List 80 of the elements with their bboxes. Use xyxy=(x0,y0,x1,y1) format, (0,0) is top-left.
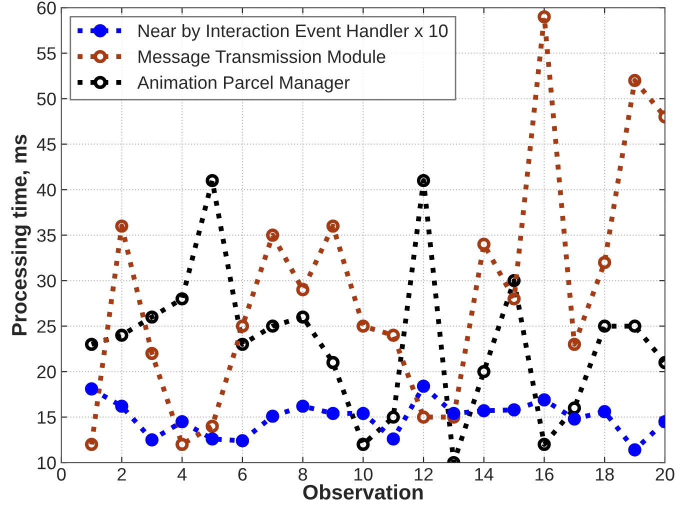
point xyxy=(84,438,98,451)
point xyxy=(145,346,159,360)
point xyxy=(568,412,582,426)
point xyxy=(538,393,551,406)
point xyxy=(386,432,400,446)
point xyxy=(477,404,490,418)
point xyxy=(568,338,582,351)
point xyxy=(356,438,370,451)
point xyxy=(477,238,490,251)
x-tick-label: 20 xyxy=(656,468,674,481)
point xyxy=(326,219,340,233)
point xyxy=(628,74,642,88)
point xyxy=(115,328,128,342)
point xyxy=(386,410,400,424)
point xyxy=(296,283,310,296)
point xyxy=(538,438,551,451)
point xyxy=(145,433,159,446)
point xyxy=(266,320,280,333)
x-tick-label: 14 xyxy=(475,468,494,481)
point xyxy=(176,415,189,428)
y-tick-label: 40 xyxy=(36,184,56,196)
y-tick-label: 60 xyxy=(37,2,56,14)
point xyxy=(416,174,430,188)
y-tick-label: 25 xyxy=(37,320,56,333)
point xyxy=(236,320,250,333)
point xyxy=(266,410,280,423)
x-tick-label: 16 xyxy=(536,468,554,481)
point xyxy=(538,10,551,24)
y-tick-label: 20 xyxy=(37,366,56,378)
point xyxy=(598,256,612,270)
point xyxy=(416,410,430,424)
point xyxy=(477,365,490,378)
y-axis-title: Processing time, ms xyxy=(11,134,31,336)
point xyxy=(507,292,521,306)
point xyxy=(296,310,310,324)
point xyxy=(115,400,128,413)
point xyxy=(84,382,98,396)
y-tick-label: 10 xyxy=(38,456,56,470)
point xyxy=(447,406,460,420)
point xyxy=(266,228,280,242)
point xyxy=(84,338,98,351)
y-tick-label: 35 xyxy=(37,229,56,242)
point xyxy=(598,405,612,418)
point xyxy=(356,320,370,333)
point xyxy=(598,320,612,333)
point xyxy=(628,443,642,456)
y-tick-label: 30 xyxy=(37,274,56,288)
x-axis-title: Observation xyxy=(303,484,423,500)
point xyxy=(416,380,430,393)
y-tick-label: 15 xyxy=(38,411,56,424)
point xyxy=(145,310,159,324)
y-tick-label: 50 xyxy=(37,92,56,106)
point xyxy=(206,174,219,188)
x-tick-label: 4 xyxy=(177,468,187,481)
x-tick-label: 18 xyxy=(596,468,614,481)
point xyxy=(386,328,400,342)
x-tick-label: 10 xyxy=(354,468,372,481)
x-tick-label: 6 xyxy=(238,468,247,481)
legend-label: Near by Interaction Event Handler x 10 xyxy=(138,24,448,41)
y-tick-label: 45 xyxy=(36,138,56,151)
x-tick-label: 0 xyxy=(57,468,66,481)
point xyxy=(206,420,219,433)
point xyxy=(507,403,521,416)
x-tick-label: 12 xyxy=(414,468,433,481)
point xyxy=(115,219,128,233)
point xyxy=(628,320,642,333)
point xyxy=(176,292,189,306)
point xyxy=(326,356,340,370)
x-tick-label: 2 xyxy=(118,468,126,481)
legend-label: Animation Parcel Manager xyxy=(137,76,350,93)
point xyxy=(236,434,250,448)
legend-label: Message Transmission Module xyxy=(138,50,386,67)
point xyxy=(356,406,370,420)
point xyxy=(568,401,582,415)
y-tick-label: 55 xyxy=(37,47,56,60)
point xyxy=(176,438,189,451)
point xyxy=(326,406,340,420)
point xyxy=(206,432,219,446)
point xyxy=(296,400,310,413)
x-tick-label: 8 xyxy=(298,468,308,481)
